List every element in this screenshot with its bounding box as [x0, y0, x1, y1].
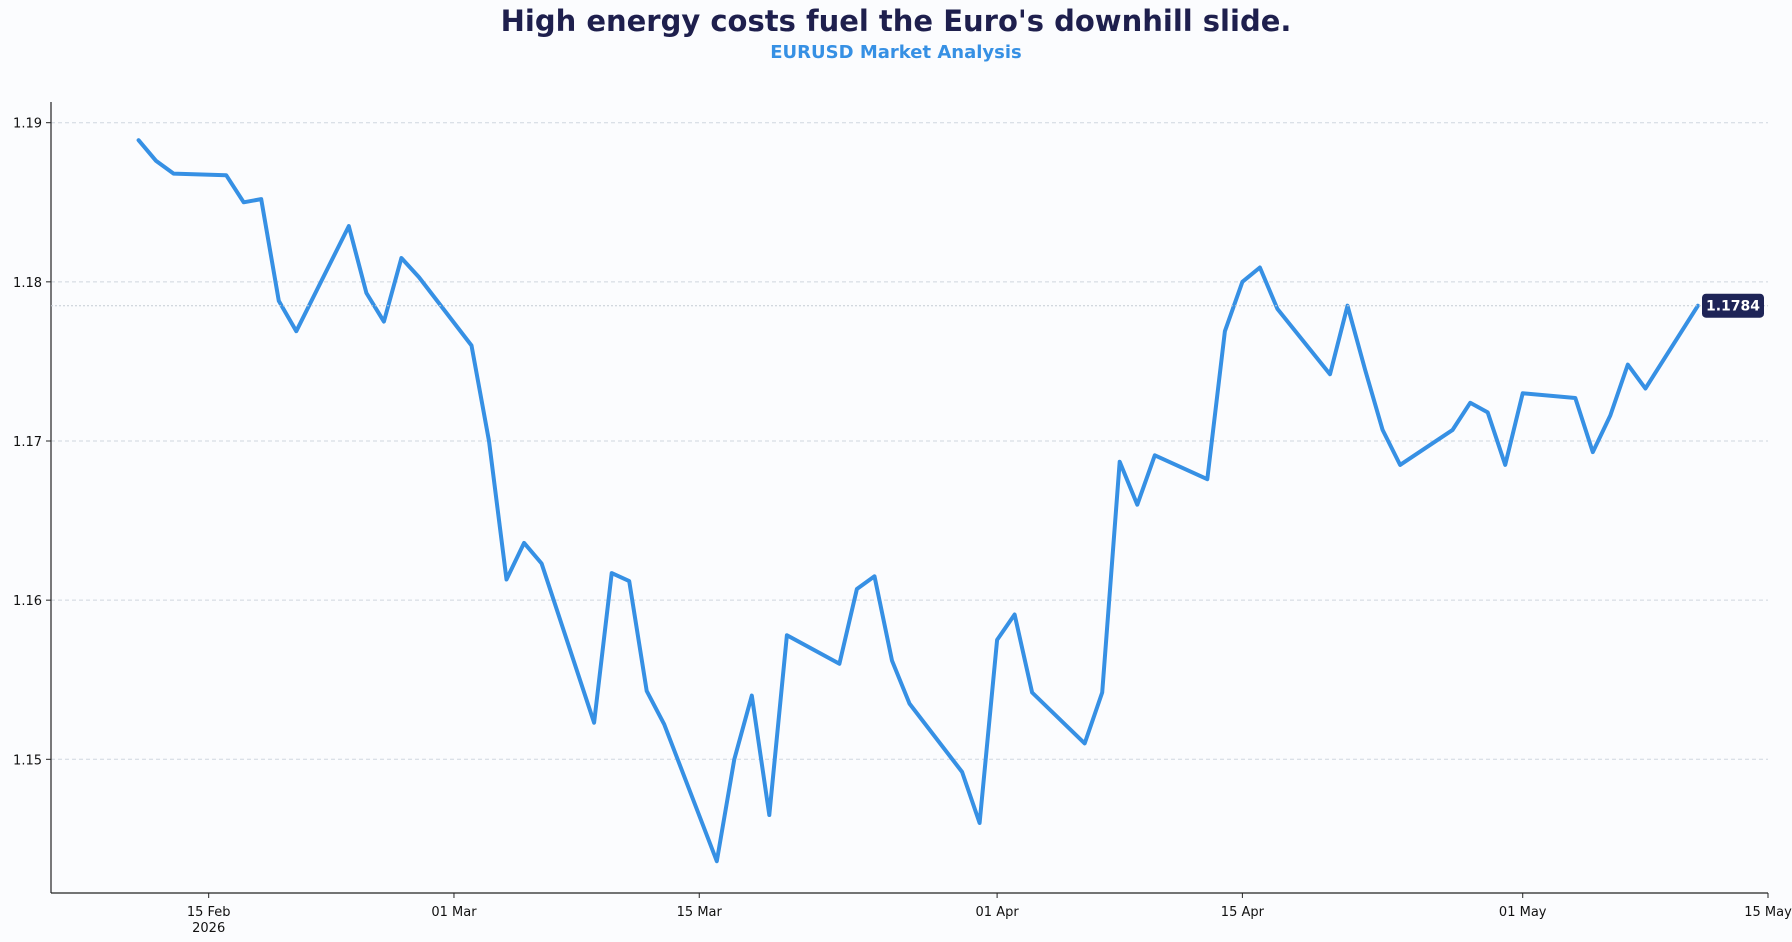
- series-group: [136, 138, 1700, 864]
- series-line: [136, 138, 1700, 864]
- x-tick-label: 15 May: [1744, 905, 1792, 920]
- last-value-badge: [1702, 293, 1764, 318]
- chart-title: High energy costs fuel the Euro's downhi…: [500, 4, 1292, 38]
- axes: [50, 102, 1768, 894]
- y-tick-label: 1.16: [13, 594, 42, 609]
- gridlines: [51, 122, 1768, 760]
- x-tick-sublabel: 2026: [192, 921, 225, 936]
- y-tick-label: 1.17: [13, 435, 42, 450]
- chart-subtitle: EURUSD Market Analysis: [770, 42, 1022, 63]
- x-tick-label: 15 Apr: [1221, 905, 1265, 920]
- x-tick-label: 15 Feb: [187, 905, 231, 920]
- y-tick-label: 1.19: [13, 117, 42, 132]
- x-tick-label: 01 May: [1499, 905, 1547, 920]
- y-axis-ticks: 1.15 1.16 1.17 1.18 1.19: [13, 117, 51, 768]
- y-tick-label: 1.15: [13, 753, 42, 768]
- x-tick-label: 15 Mar: [677, 905, 723, 920]
- last-value-group: 1.1784: [51, 293, 1768, 318]
- x-tick-label: 01 Mar: [431, 905, 477, 920]
- y-tick-label: 1.18: [13, 276, 42, 291]
- x-tick-label: 01 Apr: [976, 905, 1020, 920]
- last-value-label: 1.1784: [1706, 299, 1760, 315]
